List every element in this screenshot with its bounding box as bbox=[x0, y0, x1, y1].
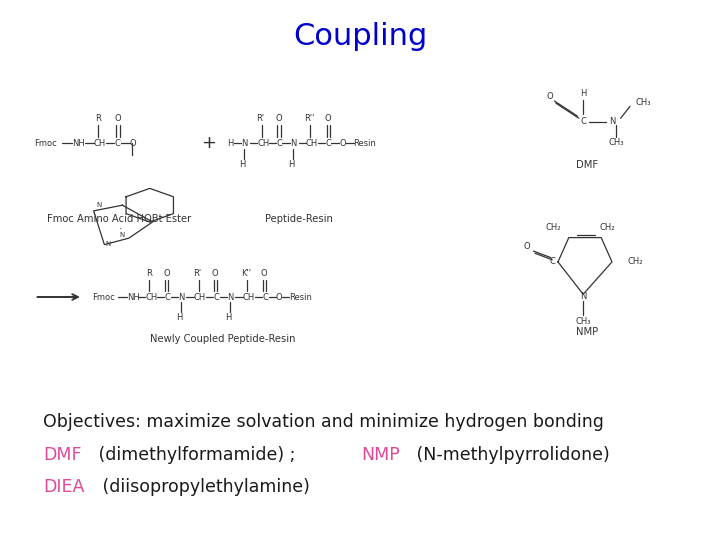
Text: N: N bbox=[290, 139, 297, 147]
Text: C: C bbox=[325, 139, 331, 147]
Text: R: R bbox=[95, 114, 101, 123]
Text: NH: NH bbox=[127, 293, 140, 301]
Text: DMF: DMF bbox=[577, 160, 598, 170]
Text: C: C bbox=[114, 139, 120, 147]
Text: H: H bbox=[580, 89, 586, 98]
Text: CH₂: CH₂ bbox=[628, 258, 644, 266]
Text: Fmoc Amino Acid HOBt Ester: Fmoc Amino Acid HOBt Ester bbox=[47, 214, 191, 224]
Text: CH₃: CH₃ bbox=[575, 317, 591, 326]
Text: (N-methylpyrrolidone): (N-methylpyrrolidone) bbox=[411, 446, 610, 463]
Text: R': R' bbox=[256, 114, 265, 123]
Text: +: + bbox=[202, 134, 216, 152]
Text: Fmoc: Fmoc bbox=[92, 293, 115, 301]
Text: (diisopropylethylamine): (diisopropylethylamine) bbox=[96, 478, 310, 496]
Text: N: N bbox=[227, 293, 233, 301]
Text: R'': R'' bbox=[305, 114, 315, 123]
Text: O: O bbox=[546, 92, 554, 101]
Text: CH₂: CH₂ bbox=[545, 224, 561, 232]
Text: (dimethylformamide) ;: (dimethylformamide) ; bbox=[93, 446, 301, 463]
Text: Fmoc: Fmoc bbox=[35, 139, 58, 147]
Text: O: O bbox=[130, 139, 136, 147]
Text: O: O bbox=[163, 269, 170, 278]
Text: Peptide-Resin: Peptide-Resin bbox=[265, 214, 333, 224]
Text: N: N bbox=[241, 139, 248, 147]
Text: N: N bbox=[580, 292, 586, 301]
Text: Coupling: Coupling bbox=[293, 22, 427, 51]
Text: C: C bbox=[164, 293, 170, 301]
Text: Newly Coupled Peptide-Resin: Newly Coupled Peptide-Resin bbox=[150, 334, 296, 344]
Text: Objectives: maximize solvation and minimize hydrogen bonding: Objectives: maximize solvation and minim… bbox=[43, 413, 604, 431]
Text: H: H bbox=[225, 313, 231, 322]
Text: N: N bbox=[178, 293, 184, 301]
Text: O: O bbox=[114, 114, 121, 123]
Text: N: N bbox=[105, 240, 111, 247]
Text: C: C bbox=[580, 117, 586, 126]
Text: CH₃: CH₃ bbox=[608, 138, 624, 146]
Text: NH: NH bbox=[72, 139, 85, 147]
Text: .: . bbox=[119, 221, 122, 231]
Text: O: O bbox=[324, 114, 331, 123]
Text: CH: CH bbox=[306, 139, 318, 147]
Text: NMP: NMP bbox=[361, 446, 400, 463]
Text: C: C bbox=[276, 139, 282, 147]
Text: N: N bbox=[609, 117, 616, 126]
Text: O: O bbox=[276, 293, 282, 301]
Text: N: N bbox=[96, 202, 102, 208]
Text: CH: CH bbox=[194, 293, 206, 301]
Text: Resin: Resin bbox=[354, 139, 377, 147]
Text: R': R' bbox=[193, 269, 202, 278]
Text: H: H bbox=[289, 160, 294, 169]
Text: H: H bbox=[240, 160, 246, 169]
Text: O: O bbox=[523, 242, 530, 251]
Text: O: O bbox=[261, 269, 268, 278]
Text: O: O bbox=[212, 269, 219, 278]
Text: CH₂: CH₂ bbox=[599, 224, 615, 232]
Text: N: N bbox=[119, 232, 125, 238]
Text: O: O bbox=[275, 114, 282, 123]
Text: CH: CH bbox=[243, 293, 255, 301]
Text: DIEA: DIEA bbox=[43, 478, 84, 496]
Text: CH: CH bbox=[257, 139, 269, 147]
Text: R: R bbox=[146, 269, 152, 278]
Text: DMF: DMF bbox=[43, 446, 81, 463]
Text: K'': K'' bbox=[241, 269, 251, 278]
Text: C: C bbox=[549, 258, 555, 266]
Text: CH: CH bbox=[94, 139, 106, 147]
Text: Resin: Resin bbox=[289, 293, 312, 301]
Text: CH: CH bbox=[145, 293, 158, 301]
Text: O: O bbox=[339, 139, 346, 147]
Text: H: H bbox=[176, 313, 182, 322]
Text: C: C bbox=[213, 293, 219, 301]
Text: C: C bbox=[262, 293, 268, 301]
Text: H: H bbox=[227, 139, 233, 147]
Text: NMP: NMP bbox=[576, 327, 598, 337]
Text: CH₃: CH₃ bbox=[635, 98, 651, 106]
